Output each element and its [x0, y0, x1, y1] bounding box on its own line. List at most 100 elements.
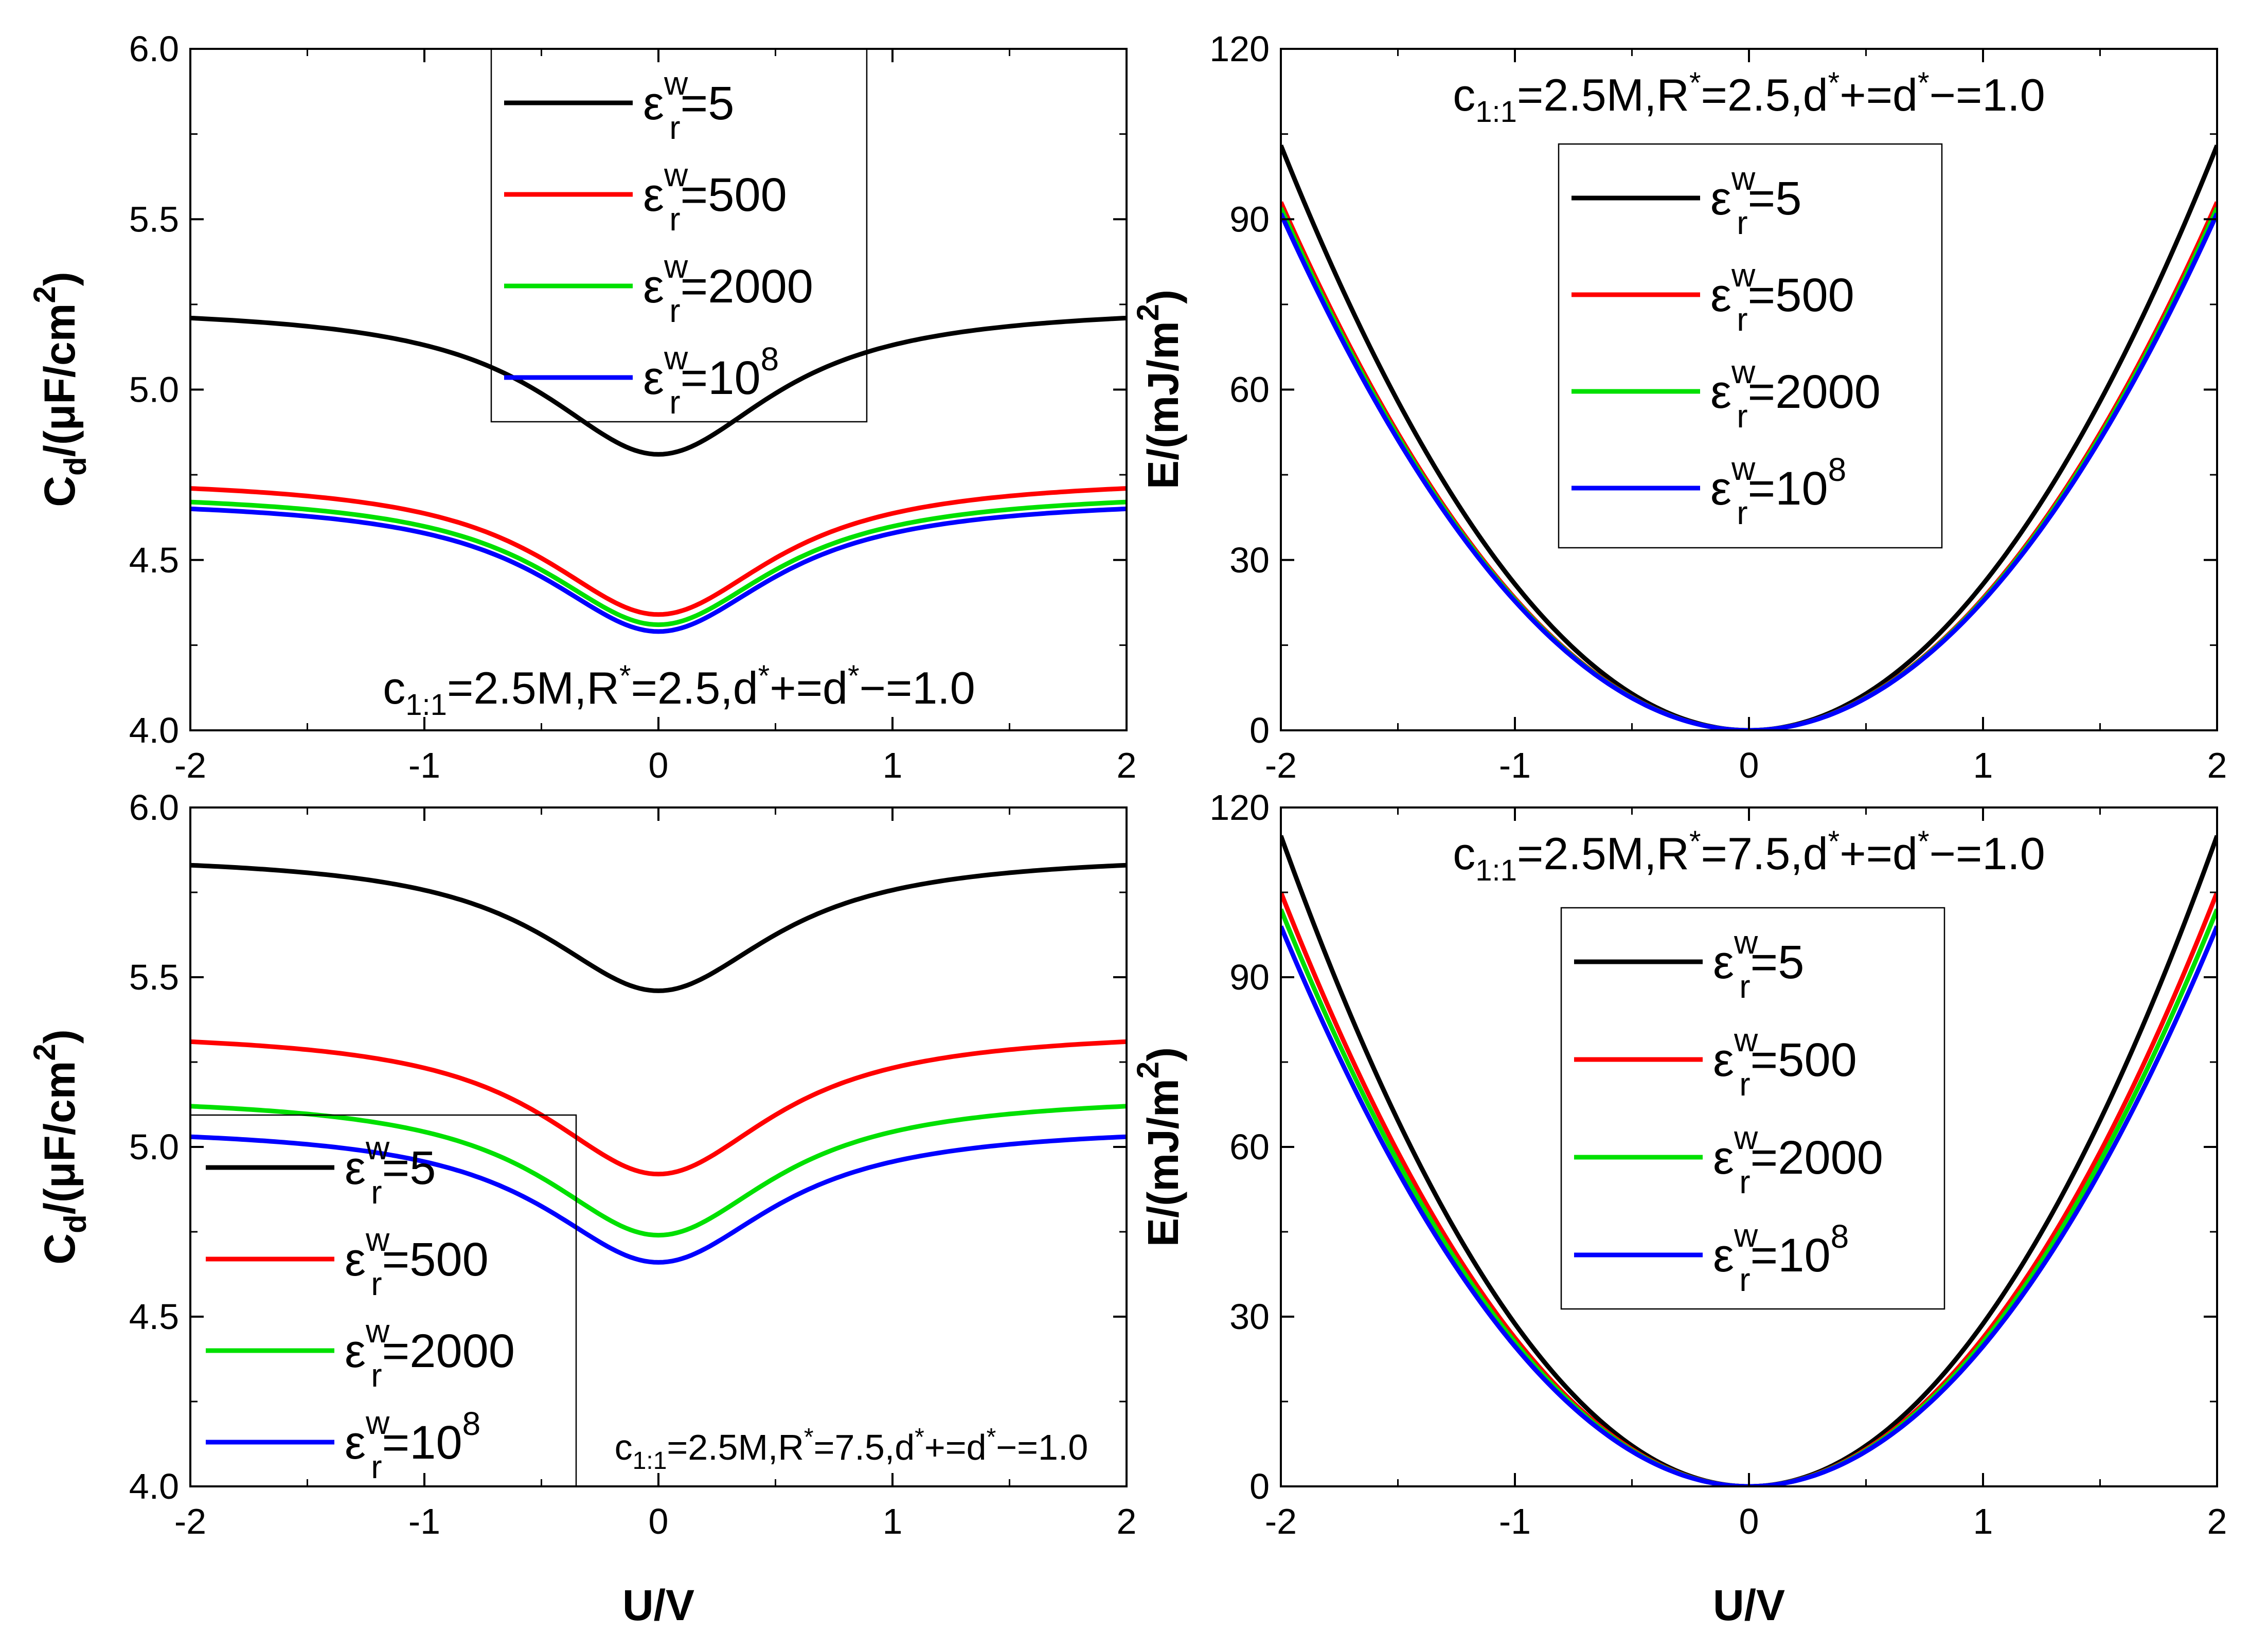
- y-tick-label: 120: [1209, 29, 1270, 69]
- legend-label: εw r=500: [1710, 257, 1854, 338]
- y-tick-label: 5.0: [129, 1127, 179, 1167]
- legend-item: εw r=500: [1574, 1021, 1857, 1103]
- y-label-close: ): [35, 272, 84, 286]
- x-tick-label: 2: [2207, 745, 2227, 785]
- legend-item: εw r=2000: [504, 248, 813, 329]
- series-line-green: [190, 499, 1127, 627]
- y-label-sup: 2: [1131, 1062, 1165, 1079]
- legend-label: εw r=500: [1713, 1021, 1857, 1103]
- y-tick-label: 30: [1229, 540, 1270, 580]
- legend-label: εw r=2000: [1710, 353, 1881, 435]
- ann-star1: *: [804, 1424, 814, 1451]
- ann-end: −=1.0: [860, 662, 975, 713]
- x-tick-label: -1: [408, 1501, 440, 1541]
- legend-label: εw r=5: [345, 1129, 436, 1211]
- x-tick-label: -1: [1499, 1501, 1531, 1541]
- y-tick-label: 90: [1229, 199, 1270, 239]
- legend-item: εw r=500: [1572, 257, 1854, 338]
- ann-star2: *: [758, 659, 770, 693]
- y-tick-label: 5.5: [129, 199, 179, 239]
- x-tick-label: -1: [1499, 745, 1531, 785]
- y-label-main: E/(mJ/m: [1139, 321, 1187, 489]
- legend-box: [1558, 143, 1943, 549]
- ann-star1: *: [619, 659, 631, 693]
- ann-r: =7.5,d: [814, 1427, 915, 1467]
- x-tick-label: -2: [174, 1501, 206, 1541]
- y-tick-label: 5.5: [129, 957, 179, 997]
- y-tick-label: 0: [1249, 710, 1270, 750]
- ann-c-sub: 1:1: [1475, 95, 1517, 129]
- y-label-main: E/(mJ/m: [1139, 1079, 1187, 1247]
- legend-label: εw r=5: [1710, 160, 1801, 241]
- legend-box: [1560, 907, 1945, 1310]
- legend: εw r=5 εw r=500 εw r=2000 εw r=108: [504, 65, 813, 421]
- ann-end: −=1.0: [1930, 828, 2045, 879]
- y-tick-label: 4.0: [129, 1466, 179, 1506]
- ann-end: −=1.0: [1930, 69, 2045, 120]
- ann-end: −=1.0: [996, 1427, 1088, 1467]
- y-tick-label: 4.5: [129, 540, 179, 580]
- y-label-main: C: [35, 476, 84, 507]
- plot-area: [190, 315, 1127, 634]
- series-line-black: [190, 863, 1127, 993]
- legend-label: εw r=5: [1713, 924, 1804, 1005]
- y-tick-label: 60: [1229, 370, 1270, 410]
- legend-label: εw r=500: [643, 156, 787, 238]
- ann-c-sub: 1:1: [633, 1447, 667, 1475]
- x-tick-label: 0: [1739, 1501, 1759, 1541]
- x-tick-label: 1: [1973, 1501, 1993, 1541]
- series-line-black: [1281, 145, 2217, 730]
- legend-label: εw r=500: [345, 1221, 489, 1302]
- legend-label: εw r=5: [643, 65, 734, 146]
- annotation: c1:1=2.5M,R*=7.5,d*+=d*−=1.0: [1453, 825, 2045, 887]
- annotation: c1:1=2.5M,R*=2.5,d*+=d*−=1.0: [1453, 66, 2045, 129]
- y-label-sub: d: [58, 457, 93, 476]
- x-tick-labels: -2 -1 0 1 2: [174, 1501, 1137, 1541]
- x-tick-label: -2: [1265, 745, 1297, 785]
- legend-box: [490, 48, 868, 423]
- panel-bottom-left: 4.04.55.05.56.0 -2 -1 0 1 2 Cd/(μF/cm2) U/V …: [27, 787, 1136, 1629]
- ann-star2: *: [1828, 66, 1840, 100]
- x-tick-label: -2: [1265, 1501, 1297, 1541]
- ann-star3: *: [987, 1424, 996, 1451]
- series-line-red: [190, 1039, 1127, 1177]
- series-line-blue: [190, 506, 1127, 634]
- y-label-sup: 2: [1131, 304, 1165, 321]
- legend: εw r=5 εw r=500 εw r=2000 εw r=108: [1572, 160, 1881, 531]
- y-tick-label: 120: [1209, 787, 1270, 828]
- y-tick-label: 60: [1229, 1127, 1270, 1167]
- legend-item: εw r=5: [1572, 160, 1801, 241]
- y-axis-label: E/(mJ/m2): [1131, 290, 1187, 489]
- x-tick-label: 0: [1739, 745, 1759, 785]
- y-label-close: ): [35, 1029, 84, 1044]
- legend-label: εw r=108: [1710, 450, 1846, 531]
- plot-area: [1281, 145, 2217, 730]
- x-tick-label: 2: [1117, 745, 1137, 785]
- tick-marks: [189, 806, 1128, 1487]
- y-label-close: ): [1139, 290, 1187, 304]
- plot-area: [1281, 835, 2217, 1486]
- y-label-sub: d: [58, 1214, 93, 1233]
- tick-marks: [189, 48, 1128, 731]
- x-tick-label: 0: [649, 745, 669, 785]
- series-line-red: [190, 486, 1127, 617]
- ann-r: =2.5,d: [631, 662, 758, 713]
- x-tick-label: 0: [649, 1501, 669, 1541]
- y-tick-label: 5.0: [129, 370, 179, 410]
- y-tick-labels: 0 30 60 90 120: [1209, 29, 1270, 750]
- legend-label: εw r=2000: [345, 1313, 515, 1394]
- x-tick-label: 2: [1117, 1501, 1137, 1541]
- x-tick-labels: -2 -1 0 1 2: [1265, 745, 2227, 785]
- ann-mid: =2.5M,R: [1517, 69, 1689, 120]
- ann-mid: =2.5M,R: [447, 662, 619, 713]
- legend-item: εw r=108: [504, 339, 779, 421]
- series-line-blue: [1281, 212, 2217, 730]
- ann-plus: +=d: [770, 662, 848, 713]
- x-tick-labels: -2 -1 0 1 2: [174, 745, 1137, 785]
- y-label-main: C: [35, 1233, 84, 1265]
- y-label-sup: 2: [27, 286, 62, 303]
- ann-c-sub: 1:1: [1475, 854, 1517, 887]
- series-line-green: [190, 1104, 1127, 1238]
- ann-star3: *: [1918, 825, 1930, 858]
